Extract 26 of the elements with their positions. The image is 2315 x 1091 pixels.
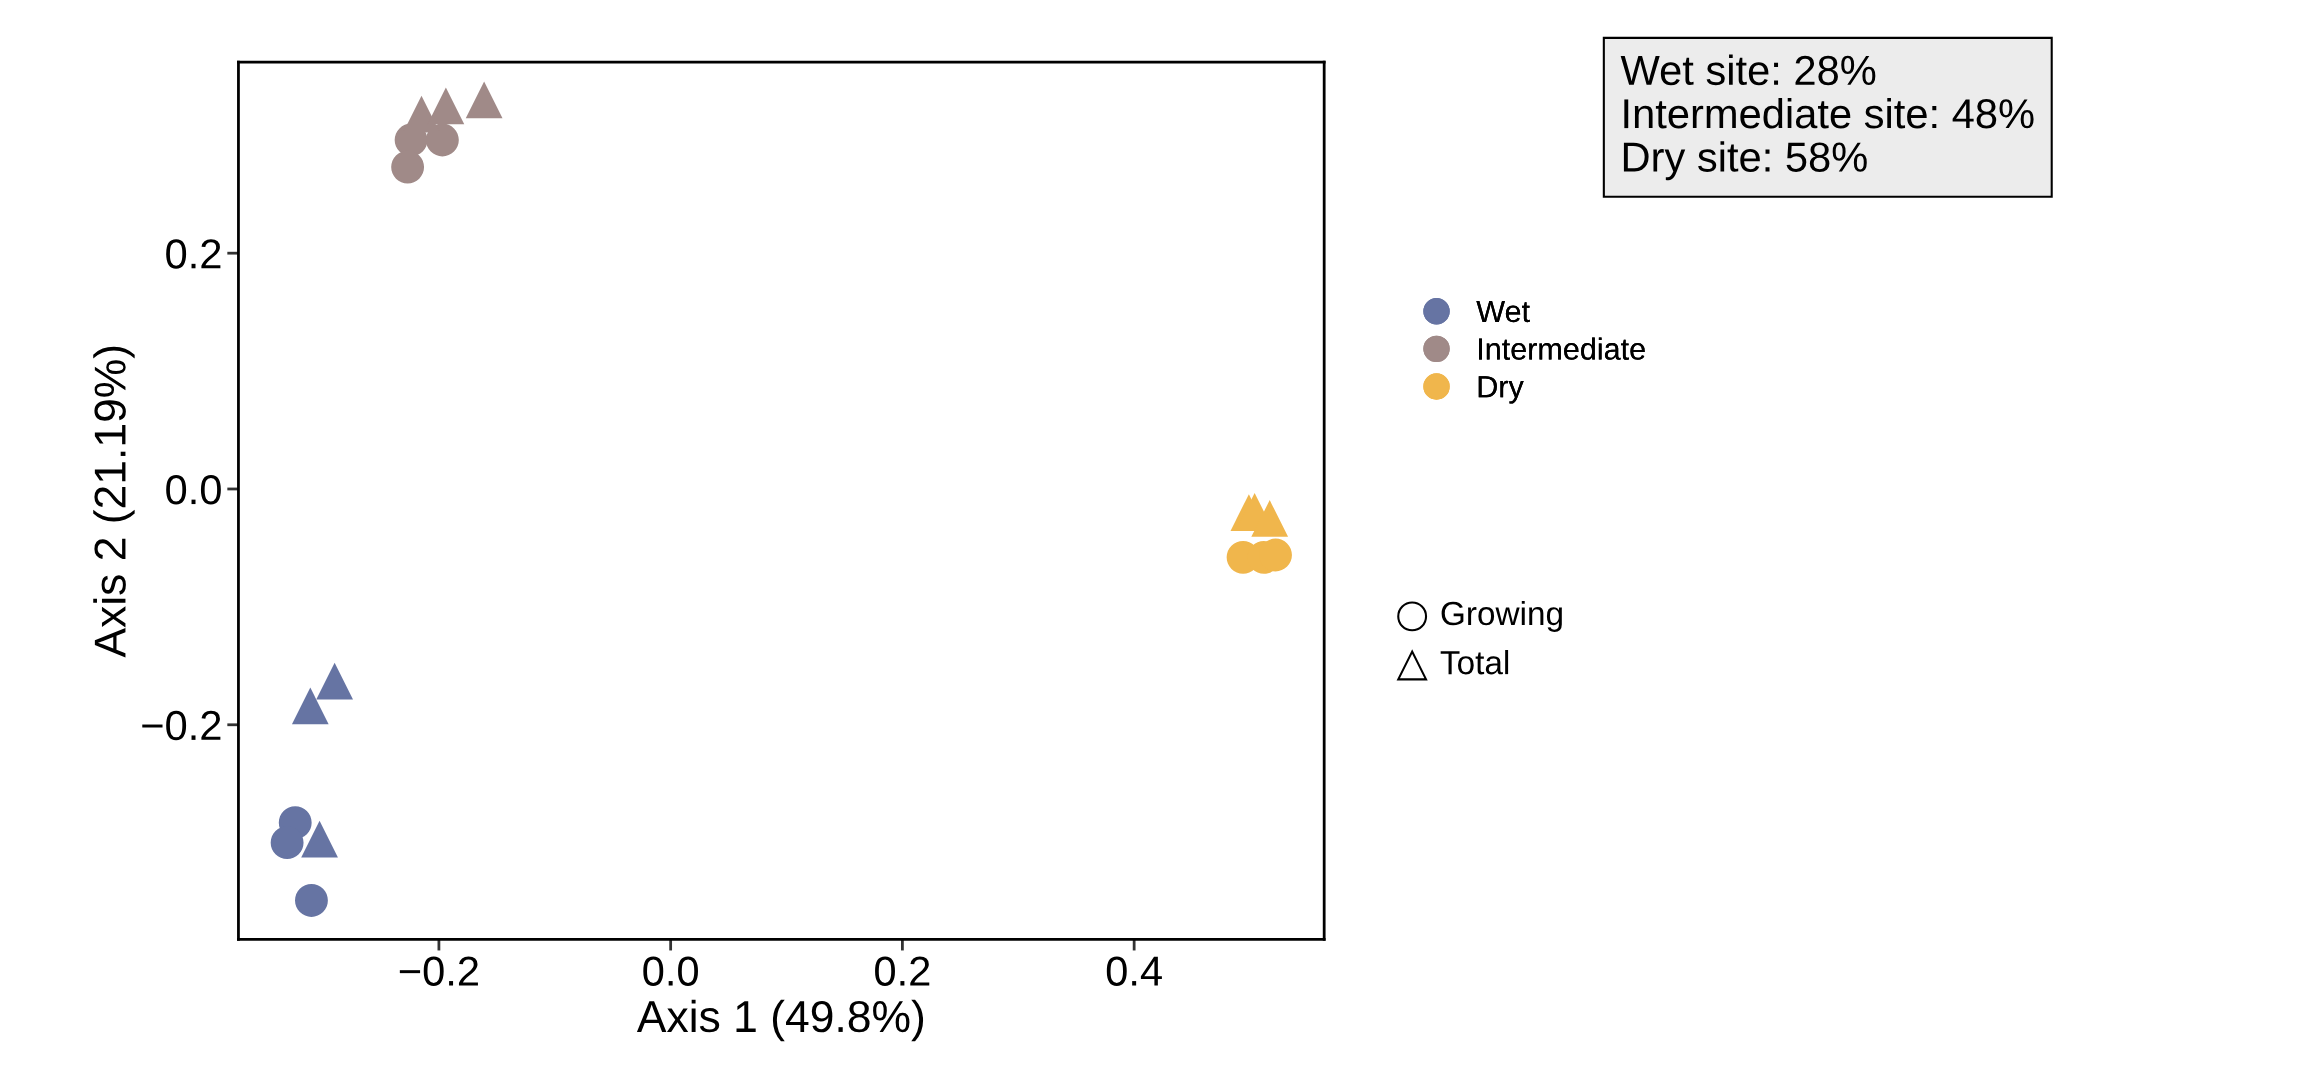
legend-label: Wet bbox=[1476, 300, 1530, 323]
point bbox=[1251, 500, 1289, 537]
legend-label: Intermediate bbox=[1479, 337, 1645, 360]
legend-label: Dry bbox=[1478, 376, 1524, 404]
text: Total bbox=[1440, 649, 1509, 675]
x-tick-label: 0.4 bbox=[1106, 956, 1162, 986]
x-tick-label: 0.0 bbox=[643, 956, 698, 986]
x-tick-label: −0.2 bbox=[399, 956, 478, 986]
y-tick-label: 0.2 bbox=[166, 239, 221, 269]
point bbox=[316, 662, 353, 700]
text: Wet site: 28% bbox=[1620, 54, 1876, 86]
point bbox=[270, 826, 304, 860]
point bbox=[295, 884, 328, 917]
y-axis-title: Axis 2 (21.19%) bbox=[93, 346, 135, 658]
x-axis-title: Axis 1 (49.8%) bbox=[636, 999, 924, 1042]
point bbox=[301, 820, 338, 858]
text: Intermediate site: 48% bbox=[1624, 97, 2034, 129]
y-tick-label: −0.2 bbox=[142, 710, 221, 741]
text: Dry site: 58% bbox=[1623, 141, 1867, 181]
point bbox=[291, 687, 329, 725]
y-tick-label: 0.0 bbox=[166, 474, 221, 505]
point bbox=[425, 123, 459, 157]
x-tick-label: 0.2 bbox=[875, 956, 930, 986]
text: Growing bbox=[1441, 600, 1562, 632]
point bbox=[391, 150, 425, 184]
point bbox=[465, 81, 503, 119]
